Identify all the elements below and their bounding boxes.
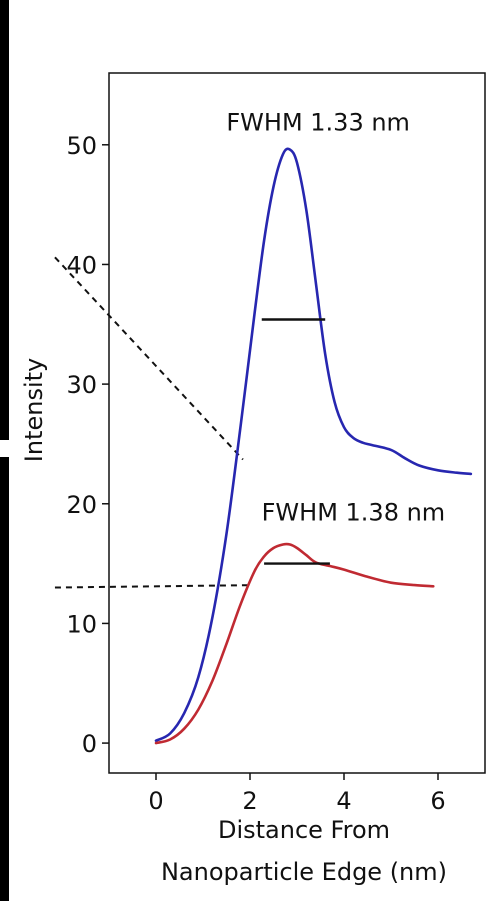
left-edge-bar-top: [0, 0, 9, 440]
series-line-2: [154, 542, 435, 745]
x-tick-label-4: 4: [336, 787, 351, 815]
x-axis-label-line-2: Nanoparticle Edge (nm): [161, 858, 447, 886]
x-tick-label-2: 2: [242, 787, 257, 815]
fwhm-markers: [261, 318, 330, 565]
x-tick-label-0: 0: [148, 787, 163, 815]
x-axis-ticks: 0 2 4 6: [148, 773, 446, 815]
y-axis-ticks: 0 10 20 30 40 50: [66, 132, 109, 758]
guide-line-2: [54, 584, 253, 589]
left-edge-bar-bottom: [0, 457, 9, 901]
y-tick-label-0: 0: [82, 730, 97, 758]
fwhm-annotation-2: FWHM 1.38 nm: [262, 499, 446, 527]
y-tick-label-20: 20: [66, 491, 97, 519]
fwhm-annotation-1: FWHM 1.33 nm: [226, 108, 410, 136]
y-tick-label-40: 40: [66, 251, 97, 279]
x-tick-label-6: 6: [430, 787, 445, 815]
guide-lines: [54, 256, 253, 589]
series-lines: [154, 147, 473, 745]
series-line-1: [154, 147, 473, 742]
y-tick-label-50: 50: [66, 132, 97, 160]
y-tick-label-10: 10: [66, 610, 97, 638]
y-tick-label-30: 30: [66, 371, 97, 399]
annotations: FWHM 1.33 nm FWHM 1.38 nm: [226, 108, 445, 526]
plot-frame: [108, 72, 486, 774]
y-axis-label: Intensity: [20, 358, 48, 462]
guide-line-1: [54, 256, 244, 461]
x-axis-label-line-1: Distance From: [218, 816, 390, 844]
